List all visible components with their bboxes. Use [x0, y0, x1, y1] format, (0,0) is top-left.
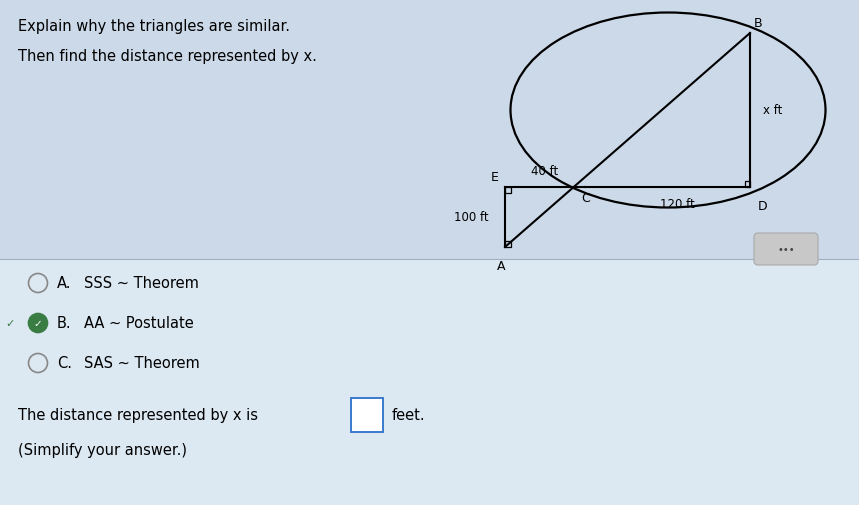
Text: (Simplify your answer.): (Simplify your answer.) — [18, 442, 187, 458]
Text: The distance represented by x is: The distance represented by x is — [18, 408, 258, 423]
Text: B: B — [754, 17, 763, 30]
FancyBboxPatch shape — [754, 233, 818, 266]
Text: D: D — [758, 199, 768, 213]
Text: E: E — [491, 171, 499, 184]
Text: ✓: ✓ — [5, 318, 15, 328]
Circle shape — [28, 314, 47, 333]
Text: ✓: ✓ — [34, 318, 42, 328]
Text: SAS ∼ Theorem: SAS ∼ Theorem — [84, 356, 200, 371]
Text: 100 ft: 100 ft — [454, 211, 489, 224]
Text: C.: C. — [57, 356, 72, 371]
Bar — [505, 242, 510, 247]
Text: C: C — [581, 191, 590, 205]
FancyBboxPatch shape — [351, 398, 383, 432]
Text: A: A — [497, 260, 505, 273]
Text: feet.: feet. — [392, 408, 425, 423]
Bar — [0, 260, 859, 505]
Text: SSS ∼ Theorem: SSS ∼ Theorem — [84, 276, 199, 291]
Text: AA ∼ Postulate: AA ∼ Postulate — [84, 316, 194, 331]
Text: 40 ft: 40 ft — [532, 165, 558, 178]
Bar — [745, 182, 750, 188]
Text: •••: ••• — [777, 244, 795, 255]
Text: Then find the distance represented by x.: Then find the distance represented by x. — [18, 49, 317, 64]
Text: A.: A. — [57, 276, 71, 291]
Text: x ft: x ft — [763, 105, 783, 117]
Text: Explain why the triangles are similar.: Explain why the triangles are similar. — [18, 19, 290, 34]
Bar — [505, 188, 510, 193]
Text: 120 ft: 120 ft — [660, 197, 695, 211]
Bar — [0, 0, 859, 260]
Text: B.: B. — [57, 316, 71, 331]
